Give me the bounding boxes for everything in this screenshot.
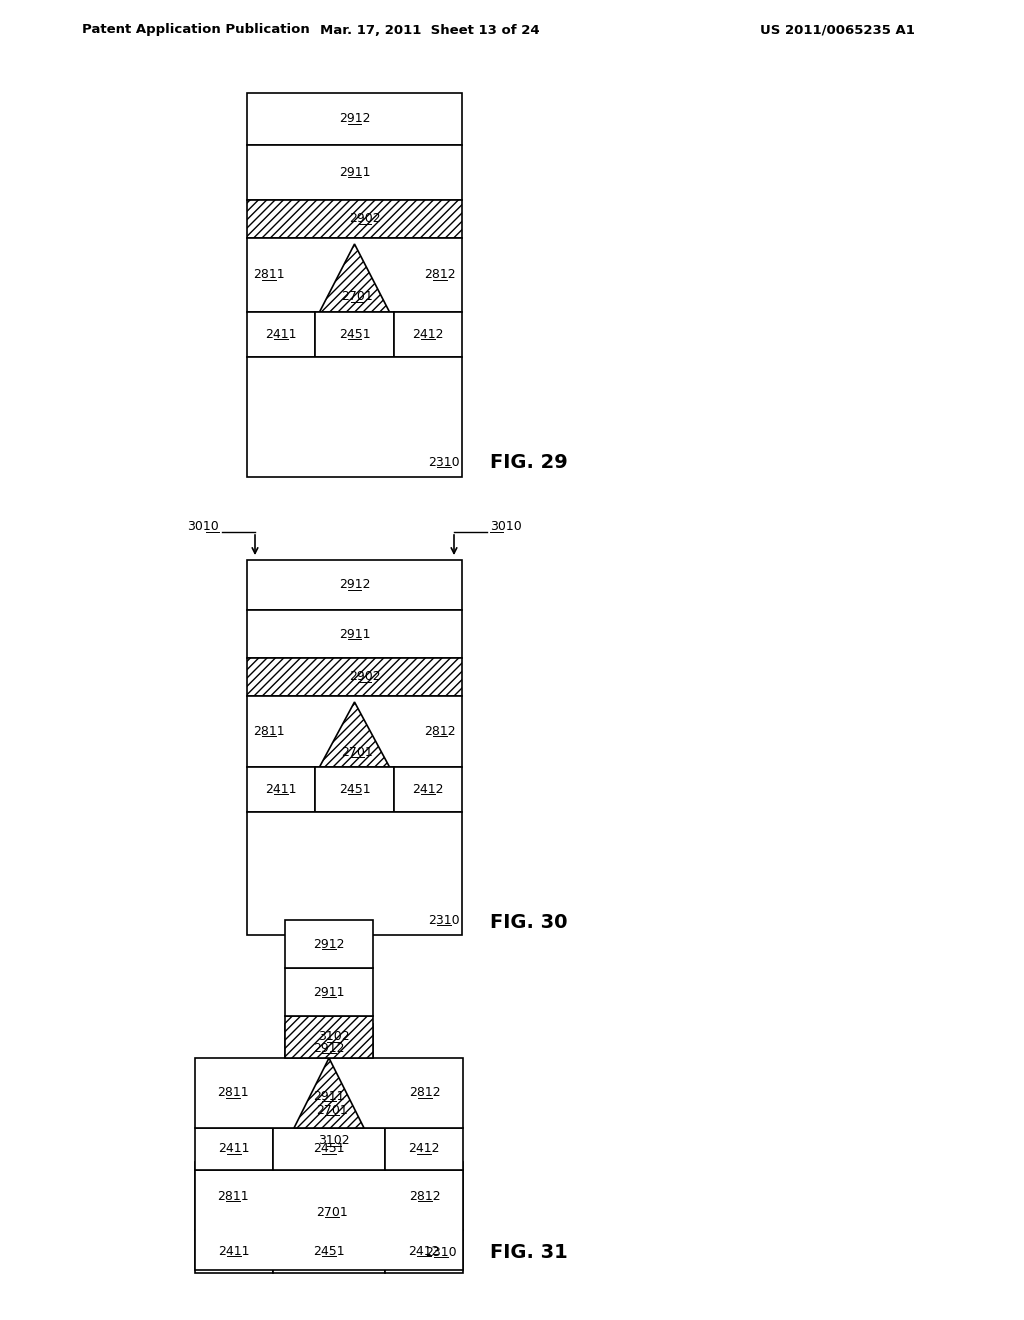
Bar [385,1230,463,1272]
Bar [195,1059,463,1129]
Bar [394,312,462,356]
Text: 2411: 2411 [218,1143,250,1155]
Text: 2811: 2811 [253,268,285,281]
Text: 2912: 2912 [313,937,345,950]
Text: 2701: 2701 [342,746,374,759]
Text: FIG. 30: FIG. 30 [490,912,567,932]
Text: 2812: 2812 [410,1189,440,1203]
Text: 2451: 2451 [339,783,371,796]
Text: 2310: 2310 [425,1246,457,1258]
Bar [247,92,462,145]
Text: 2701: 2701 [316,1104,348,1117]
Text: FIG. 31: FIG. 31 [490,1242,567,1262]
Bar [285,1016,373,1059]
Text: 2310: 2310 [428,455,460,469]
Bar [195,1230,273,1272]
Text: 2912: 2912 [339,112,371,125]
Bar [247,610,462,657]
Polygon shape [319,244,389,312]
Text: Patent Application Publication: Patent Application Publication [82,24,309,37]
Polygon shape [319,702,389,767]
Text: 3010: 3010 [187,520,219,533]
Text: 2451: 2451 [313,1245,345,1258]
Text: 2412: 2412 [413,327,443,341]
Bar [247,201,462,238]
Text: 2310: 2310 [428,913,460,927]
Text: 2411: 2411 [218,1245,250,1258]
Text: Mar. 17, 2011  Sheet 13 of 24: Mar. 17, 2011 Sheet 13 of 24 [321,24,540,37]
Bar [285,1072,373,1119]
Bar [247,312,315,356]
Text: 2701: 2701 [342,290,374,304]
Bar [285,1024,373,1072]
Bar [394,767,462,812]
Text: 2911: 2911 [313,1089,345,1102]
Text: US 2011/0065235 A1: US 2011/0065235 A1 [760,24,914,37]
Text: FIG. 29: FIG. 29 [490,453,567,471]
Text: 2902: 2902 [349,671,380,684]
Bar [195,1162,463,1230]
Text: 2911: 2911 [339,166,371,180]
Bar [315,312,394,356]
Bar [273,1230,385,1272]
Bar [247,696,462,767]
Text: 2412: 2412 [409,1245,439,1258]
Text: 2911: 2911 [339,627,371,640]
Bar [195,1129,273,1170]
Bar [247,356,462,477]
Bar [247,657,462,696]
Text: 2912: 2912 [313,1041,345,1055]
Text: 3102: 3102 [318,1031,350,1044]
Bar [315,767,394,812]
Text: 2911: 2911 [313,986,345,998]
Bar [285,968,373,1016]
Bar [273,1129,385,1170]
Bar [285,1119,373,1162]
Bar [247,812,462,935]
Text: 2701: 2701 [316,1205,348,1218]
Polygon shape [294,1059,364,1129]
Text: 2412: 2412 [413,783,443,796]
Text: 2812: 2812 [424,725,456,738]
Text: 3010: 3010 [490,520,522,533]
Bar [247,767,315,812]
Text: 2412: 2412 [409,1143,439,1155]
Text: 2811: 2811 [253,725,285,738]
Text: 3102: 3102 [318,1134,350,1147]
Text: 2812: 2812 [410,1086,440,1100]
Text: 2411: 2411 [265,327,297,341]
Text: 2411: 2411 [265,783,297,796]
Text: 2811: 2811 [217,1189,249,1203]
Text: 2812: 2812 [424,268,456,281]
Bar [385,1129,463,1170]
Bar [285,920,373,968]
Bar [247,238,462,312]
Text: 2902: 2902 [349,213,380,226]
Polygon shape [294,1162,364,1230]
Text: 2912: 2912 [339,578,371,591]
Text: 2451: 2451 [339,327,371,341]
Bar [247,560,462,610]
Text: 2451: 2451 [313,1143,345,1155]
Bar [247,145,462,201]
Bar [195,1170,463,1270]
Text: 2811: 2811 [217,1086,249,1100]
